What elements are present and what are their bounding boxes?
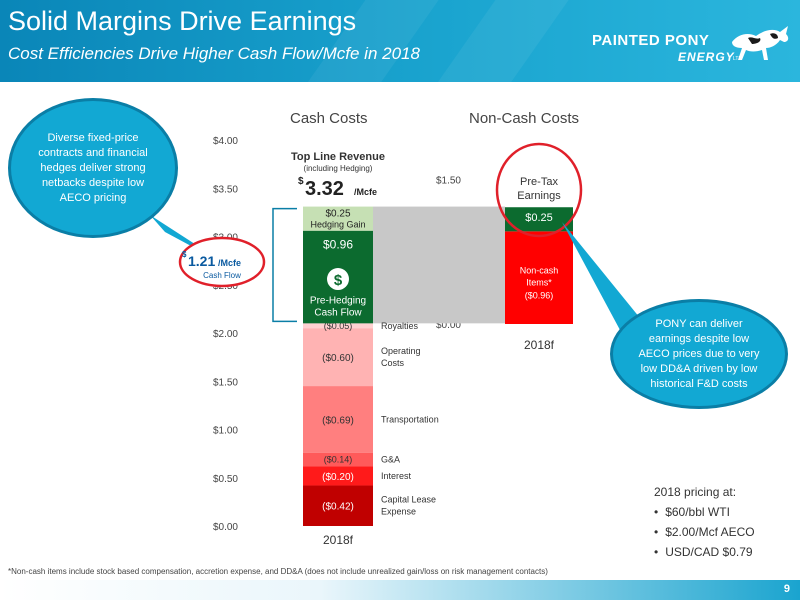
segment-name: Items*	[526, 278, 552, 288]
horse-logo-icon	[732, 26, 789, 60]
cash-flow-prefix: $	[182, 250, 187, 259]
cash-costs-heading: Cash Costs	[290, 110, 368, 127]
noncash-costs-heading: Non-Cash Costs	[469, 110, 580, 127]
segment-name: Pre-Hedging	[310, 295, 366, 306]
bar-segment	[303, 206, 373, 231]
pricing-assumptions: 2018 pricing at: $60/bbl WTI $2.00/Mcf A…	[654, 482, 755, 562]
x-category-label: 2018f	[524, 338, 555, 352]
bar-segment	[303, 386, 373, 453]
data-label: ($0.05)	[324, 321, 353, 331]
data-label: ($0.42)	[322, 502, 354, 513]
callout-right-text: PONY can deliver earnings despite low AE…	[638, 317, 760, 390]
y-tick-label: $3.50	[213, 184, 238, 195]
top-line-prefix: $	[298, 176, 304, 187]
segment-name: Transportation	[381, 414, 439, 424]
callout-right: PONY can deliver earnings despite low AE…	[610, 299, 788, 409]
segment-name: Earnings	[517, 190, 561, 202]
footer-bar	[0, 580, 800, 600]
pricing-item: USD/CAD $0.79	[654, 542, 755, 562]
segment-name: Royalties	[381, 321, 419, 331]
bar-segment	[303, 328, 373, 387]
segment-name: Expense	[381, 507, 416, 517]
logo-text-energy: ENERGY	[678, 50, 735, 64]
data-label: $0.25	[325, 209, 350, 220]
y-tick-label: $0.00	[436, 320, 461, 331]
bar-segment	[303, 323, 373, 329]
segment-name: G&A	[381, 454, 400, 464]
segment-name: Pre-Tax	[520, 176, 558, 188]
segment-name: Cash Flow	[314, 307, 362, 318]
y-tick-label: $4.00	[213, 136, 238, 147]
y-tick-label: $0.50	[213, 474, 238, 485]
y-tick-label: $2.00	[213, 329, 238, 340]
x-category-label: 2018f	[323, 533, 354, 547]
top-line-value: 3.32	[305, 178, 344, 200]
data-label: ($0.69)	[322, 415, 354, 426]
cash-flow-value: 1.21	[188, 253, 215, 269]
footnote: *Non-cash items include stock based comp…	[8, 567, 548, 576]
logo-ltd: LTD	[733, 56, 743, 62]
data-label: ($0.20)	[322, 472, 354, 483]
pricing-item: $60/bbl WTI	[654, 502, 755, 522]
segment-name: Costs	[381, 358, 405, 368]
cash-flow-bracket	[272, 207, 297, 323]
page-title: Solid Margins Drive Earnings	[8, 6, 357, 36]
highlight-ellipse	[495, 142, 583, 238]
y-tick-label: $1.50	[213, 377, 238, 388]
data-label: $0.25	[525, 212, 553, 224]
data-label: ($0.60)	[322, 353, 354, 364]
page-number: 9	[783, 583, 790, 595]
cash-flow-ellipse	[178, 236, 266, 288]
segment-name: Hedging Gain	[310, 220, 365, 230]
bar-segment	[303, 452, 373, 467]
y-tick-label: $0.00	[213, 522, 238, 533]
header-banner: Solid Margins Drive Earnings Cost Effici…	[0, 0, 800, 82]
top-line-unit: /Mcfe	[354, 187, 377, 197]
bar-segment	[303, 466, 373, 486]
cash-flow-label: Cash Flow	[203, 271, 241, 280]
segment-name: Non-cash	[520, 266, 559, 276]
top-line-subtitle: (including Hedging)	[304, 164, 373, 173]
data-label: ($0.96)	[525, 291, 554, 301]
data-label: ($0.14)	[324, 454, 353, 464]
data-label: $0.96	[323, 238, 353, 252]
pricing-list: $60/bbl WTI $2.00/Mcf AECO USD/CAD $0.79	[654, 502, 755, 562]
segment-name: Capital Lease	[381, 495, 436, 505]
y-tick-label: $1.50	[436, 175, 461, 186]
connector-band	[373, 206, 505, 324]
bar-segment	[505, 231, 573, 324]
logo-text: PAINTED PONY	[592, 32, 710, 49]
segment-name: Operating	[381, 346, 421, 356]
segment-name: Interest	[381, 471, 412, 481]
pricing-item: $2.00/Mcf AECO	[654, 522, 754, 542]
dollar-icon-glyph: $	[334, 272, 343, 289]
cash-flow-unit: /Mcfe	[218, 258, 241, 268]
callout-left-text: Diverse fixed-price contracts and financ…	[38, 131, 148, 204]
bar-segment	[303, 485, 373, 526]
dollar-icon	[327, 268, 349, 291]
callout-left: Diverse fixed-price contracts and financ…	[8, 98, 178, 238]
y-tick-label: $1.00	[213, 426, 238, 437]
pricing-title: 2018 pricing at:	[654, 485, 737, 499]
top-line-title: Top Line Revenue	[291, 151, 385, 163]
callout-pointer	[562, 222, 640, 330]
page-subtitle: Cost Efficiencies Drive Higher Cash Flow…	[8, 44, 420, 63]
